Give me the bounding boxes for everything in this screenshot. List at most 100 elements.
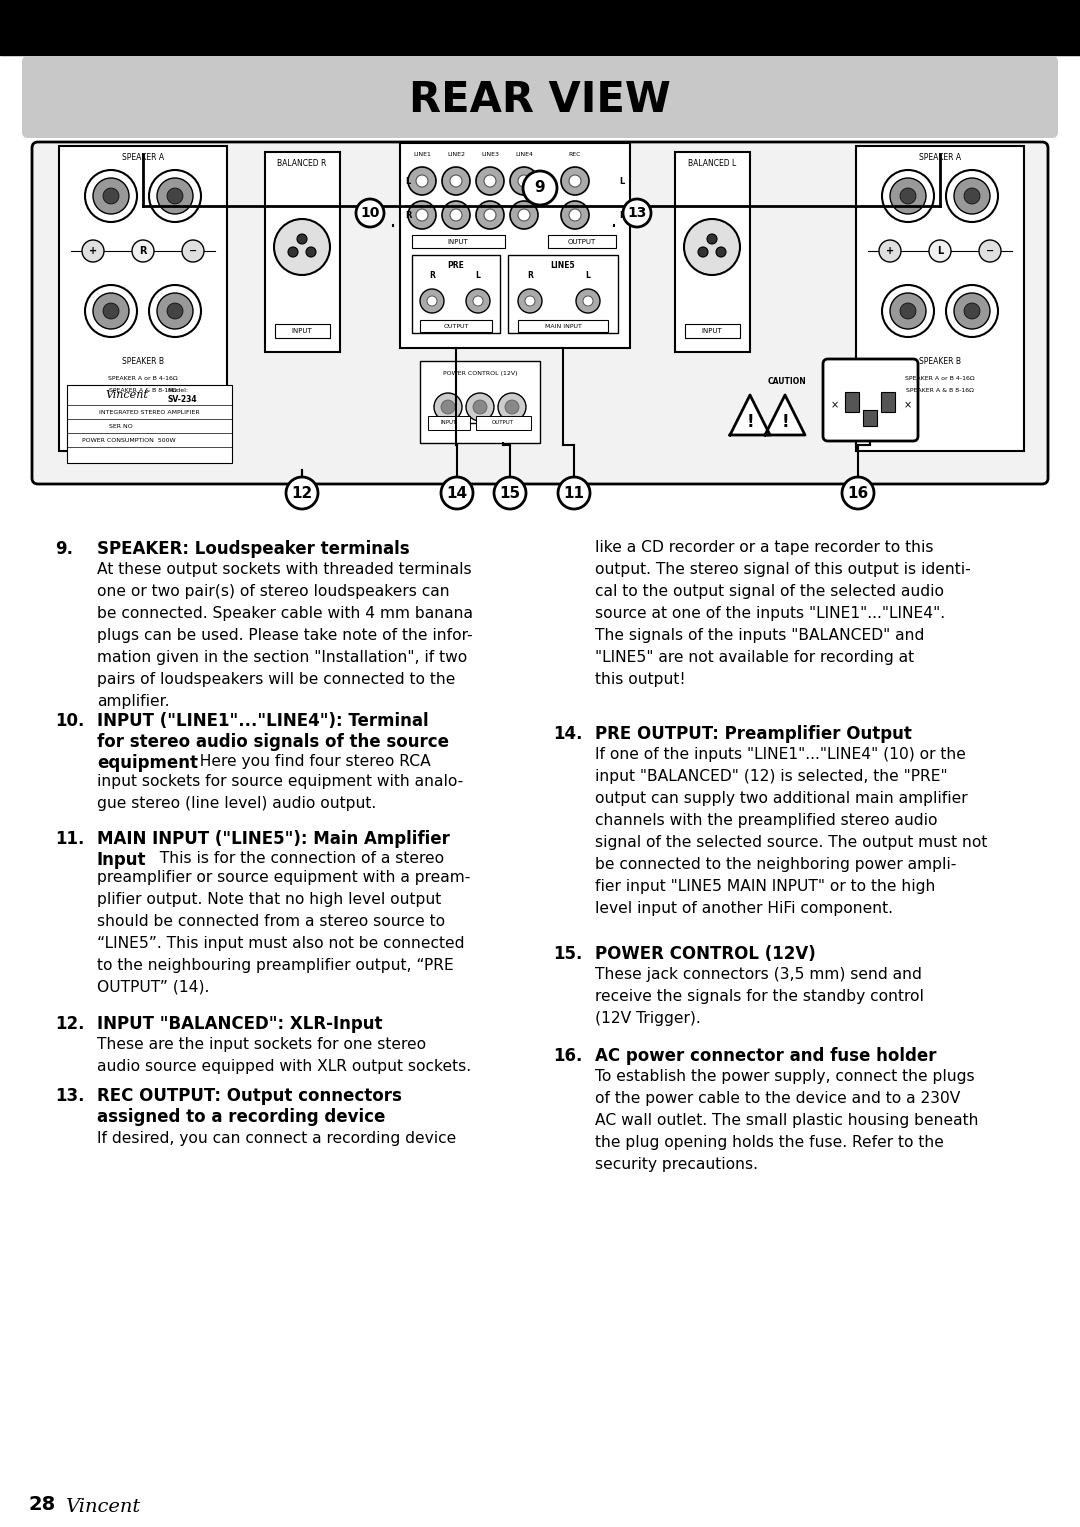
Text: SPEAKER A: SPEAKER A bbox=[919, 154, 961, 162]
Text: MAIN INPUT: MAIN INPUT bbox=[544, 324, 581, 328]
Text: LINE2: LINE2 bbox=[447, 153, 465, 157]
Circle shape bbox=[523, 171, 557, 205]
Circle shape bbox=[157, 179, 193, 214]
Circle shape bbox=[408, 202, 436, 229]
Circle shape bbox=[900, 188, 916, 205]
Bar bbox=[675, 153, 750, 353]
Bar bbox=[411, 255, 500, 333]
Text: At these output sockets with threaded terminals
one or two pair(s) of stereo lou: At these output sockets with threaded te… bbox=[97, 562, 473, 709]
Circle shape bbox=[954, 179, 990, 214]
Text: Vincent: Vincent bbox=[65, 1498, 140, 1516]
Circle shape bbox=[306, 247, 316, 257]
Bar bbox=[400, 144, 630, 348]
Text: 10.: 10. bbox=[55, 712, 84, 730]
Circle shape bbox=[473, 400, 487, 414]
Circle shape bbox=[842, 476, 874, 508]
Circle shape bbox=[420, 289, 444, 313]
Text: LINE5: LINE5 bbox=[551, 261, 576, 269]
Circle shape bbox=[465, 392, 494, 421]
FancyBboxPatch shape bbox=[823, 359, 918, 441]
Bar bbox=[420, 321, 492, 331]
Circle shape bbox=[576, 289, 600, 313]
Circle shape bbox=[569, 176, 581, 186]
Text: BALANCED R: BALANCED R bbox=[278, 159, 326, 168]
Circle shape bbox=[103, 188, 119, 205]
Circle shape bbox=[498, 392, 526, 421]
Text: To establish the power supply, connect the plugs
of the power cable to the devic: To establish the power supply, connect t… bbox=[595, 1069, 978, 1171]
Circle shape bbox=[684, 218, 740, 275]
Text: Model:: Model: bbox=[167, 388, 188, 392]
Circle shape bbox=[484, 209, 496, 221]
Circle shape bbox=[569, 209, 581, 221]
Circle shape bbox=[561, 202, 589, 229]
Text: ×: × bbox=[904, 400, 913, 411]
Text: 15.: 15. bbox=[553, 945, 582, 964]
Text: MAIN INPUT ("LINE5"): Main Amplifier: MAIN INPUT ("LINE5"): Main Amplifier bbox=[97, 831, 450, 847]
Circle shape bbox=[149, 286, 201, 337]
Circle shape bbox=[85, 286, 137, 337]
Text: SPEAKER A or B 4-16Ω: SPEAKER A or B 4-16Ω bbox=[905, 376, 975, 380]
Text: INPUT: INPUT bbox=[447, 240, 469, 244]
Circle shape bbox=[964, 302, 980, 319]
Text: SPEAKER B: SPEAKER B bbox=[919, 356, 961, 365]
Text: LINE1: LINE1 bbox=[413, 153, 431, 157]
Text: 28: 28 bbox=[28, 1495, 55, 1515]
Text: SPEAKER B: SPEAKER B bbox=[122, 356, 164, 365]
Text: +: + bbox=[89, 246, 97, 257]
Text: 11: 11 bbox=[564, 486, 584, 501]
Circle shape bbox=[167, 302, 183, 319]
Circle shape bbox=[93, 179, 129, 214]
Text: assigned to a recording device: assigned to a recording device bbox=[97, 1109, 386, 1125]
Text: equipment: equipment bbox=[97, 754, 198, 773]
Text: L: L bbox=[405, 177, 410, 185]
Circle shape bbox=[465, 289, 490, 313]
Circle shape bbox=[946, 286, 998, 337]
Circle shape bbox=[882, 286, 934, 337]
Text: Vincent: Vincent bbox=[105, 389, 148, 400]
Text: REAR VIEW: REAR VIEW bbox=[409, 79, 671, 121]
Circle shape bbox=[525, 296, 535, 305]
Text: REC: REC bbox=[569, 153, 581, 157]
Circle shape bbox=[707, 234, 717, 244]
Text: Input: Input bbox=[97, 851, 147, 869]
Bar bbox=[275, 324, 330, 337]
Circle shape bbox=[890, 293, 926, 328]
Circle shape bbox=[484, 176, 496, 186]
Bar bbox=[420, 360, 540, 443]
Text: AC power connector and fuse holder: AC power connector and fuse holder bbox=[595, 1048, 936, 1064]
Circle shape bbox=[416, 176, 428, 186]
Text: If desired, you can connect a recording device: If desired, you can connect a recording … bbox=[97, 1132, 456, 1145]
Text: 14.: 14. bbox=[553, 725, 582, 744]
Text: like a CD recorder or a tape recorder to this
output. The stereo signal of this : like a CD recorder or a tape recorder to… bbox=[595, 541, 971, 687]
Text: SPEAKER: Loudspeaker terminals: SPEAKER: Loudspeaker terminals bbox=[97, 541, 409, 557]
Circle shape bbox=[518, 176, 530, 186]
Bar bbox=[863, 411, 877, 426]
Text: PRE: PRE bbox=[447, 261, 464, 269]
Text: preamplifier or source equipment with a pream-
plifier output. Note that no high: preamplifier or source equipment with a … bbox=[97, 870, 471, 994]
Text: SV-234: SV-234 bbox=[167, 395, 197, 405]
Text: !: ! bbox=[746, 412, 754, 431]
Circle shape bbox=[149, 169, 201, 221]
Circle shape bbox=[408, 166, 436, 195]
Text: INTEGRATED STEREO AMPLIFIER: INTEGRATED STEREO AMPLIFIER bbox=[98, 409, 200, 414]
Text: OUTPUT: OUTPUT bbox=[443, 324, 469, 328]
Circle shape bbox=[505, 400, 519, 414]
Bar bbox=[508, 255, 618, 333]
Circle shape bbox=[518, 289, 542, 313]
Text: SPEAKER A or B 4-16Ω: SPEAKER A or B 4-16Ω bbox=[108, 376, 178, 380]
Text: R: R bbox=[429, 270, 435, 279]
Circle shape bbox=[510, 202, 538, 229]
Text: Here you find four stereo RCA: Here you find four stereo RCA bbox=[190, 754, 431, 770]
Bar bbox=[0, 0, 1080, 55]
Text: LINE4: LINE4 bbox=[515, 153, 534, 157]
Circle shape bbox=[698, 247, 708, 257]
Circle shape bbox=[954, 293, 990, 328]
Text: 15: 15 bbox=[499, 486, 521, 501]
Text: INPUT: INPUT bbox=[292, 328, 312, 334]
Text: SPEAKER A: SPEAKER A bbox=[122, 154, 164, 162]
Bar bbox=[685, 324, 740, 337]
Text: POWER CONTROL (12V): POWER CONTROL (12V) bbox=[443, 371, 517, 377]
Circle shape bbox=[274, 218, 330, 275]
Text: This is for the connection of a stereo: This is for the connection of a stereo bbox=[150, 851, 444, 866]
Circle shape bbox=[356, 199, 384, 228]
